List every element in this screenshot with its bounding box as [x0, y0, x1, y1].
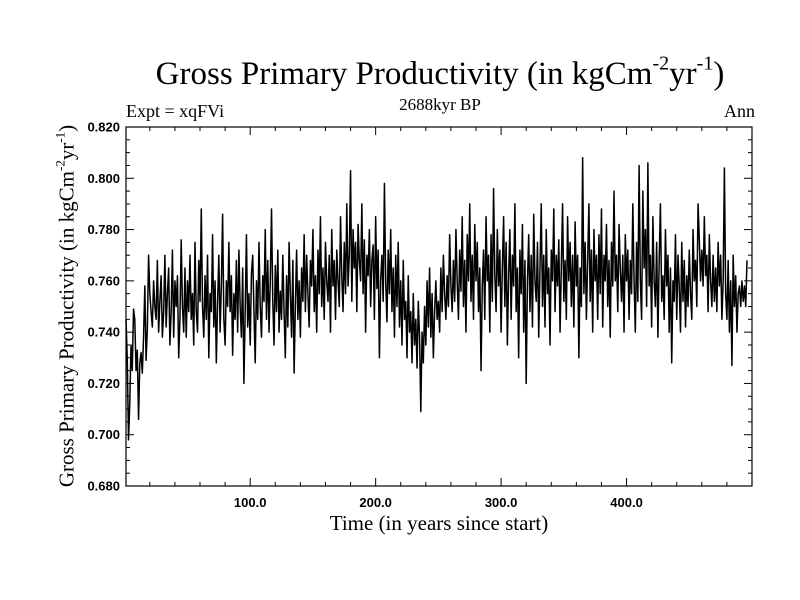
x-tick-label: 100.0: [234, 495, 267, 510]
chart-title: Gross Primary Productivity (in kgCm-2yr-…: [155, 52, 725, 92]
y-tick-label: 0.740: [87, 325, 120, 340]
y-tick-label: 0.800: [87, 171, 120, 186]
y-tick-label: 0.720: [87, 376, 120, 391]
chart-subtitle: 2688kyr BP: [399, 95, 481, 114]
gpp-series-line: [125, 157, 748, 441]
y-tick-label: 0.760: [87, 273, 120, 288]
y-tick-label: 0.780: [87, 222, 120, 237]
x-axis-label: Time (in years since start): [329, 511, 549, 535]
x-tick-label: 200.0: [359, 495, 392, 510]
y-tick-label: 0.700: [87, 427, 120, 442]
y-tick-label: 0.680: [87, 479, 120, 494]
x-tick-label: 400.0: [610, 495, 643, 510]
experiment-label: Expt = xqFVi: [126, 101, 225, 121]
x-tick-label: 300.0: [485, 495, 518, 510]
period-label: Ann: [724, 101, 755, 121]
y-tick-label: 0.820: [87, 120, 120, 135]
